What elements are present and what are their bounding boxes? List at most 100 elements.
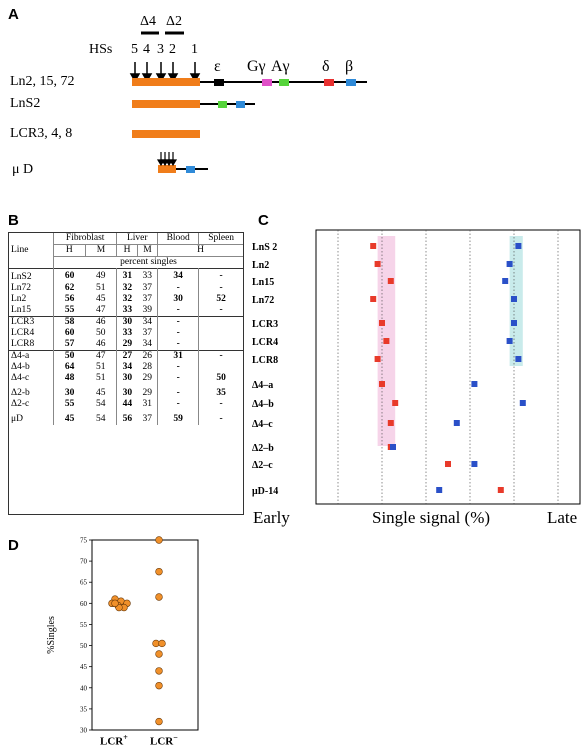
row-label: Δ4–a xyxy=(252,380,273,391)
table-cell-spleen: - xyxy=(219,305,223,315)
label-early: Early xyxy=(253,508,290,527)
table-cell-blood: 31 xyxy=(157,350,200,362)
lcr-box-4 xyxy=(158,165,176,173)
table-row: Ln15 55 47 33 39- - xyxy=(9,305,243,317)
early-marker xyxy=(374,356,381,362)
late-marker xyxy=(390,444,396,450)
y-tick-label: 70 xyxy=(80,558,88,566)
th-units: percent singles xyxy=(120,257,177,267)
table-cell-lM: 37 xyxy=(137,410,159,425)
lcr-minus-sup: − xyxy=(173,733,178,742)
lcr-minus-point xyxy=(155,717,163,726)
table-cell-lM: 34 xyxy=(137,316,159,328)
table-cell-blood: 34 xyxy=(157,268,200,283)
lcr-minus-point xyxy=(155,567,163,576)
table-cell-lM: 39 xyxy=(137,305,159,317)
delta4-label: Δ4 xyxy=(140,14,157,29)
table-cell-blood: - xyxy=(157,362,200,373)
early-marker xyxy=(379,381,385,387)
lcr-plus-text: LCR xyxy=(100,735,124,748)
plot-frame xyxy=(315,229,581,505)
g-gamma-box xyxy=(262,79,272,86)
early-marker xyxy=(445,461,451,467)
late-marker xyxy=(453,420,460,426)
label-late: Late xyxy=(547,508,578,527)
y-tick-label: 65 xyxy=(80,579,88,587)
table-cell-blood: 59 xyxy=(157,410,200,425)
th-sub: M xyxy=(85,244,118,257)
early-marker xyxy=(374,261,381,267)
table-cell-lH: 34 xyxy=(122,362,133,372)
construct-lns2: LnS2 xyxy=(10,96,41,111)
row-label: LCR8 xyxy=(252,355,278,366)
panel-b-letter: B xyxy=(8,212,19,229)
hs-3: 3 xyxy=(157,42,164,57)
table-cell-spleen: 52 xyxy=(216,294,226,304)
table-cell-line: Δ4-a xyxy=(9,350,54,362)
table-cell-spleen xyxy=(199,328,243,339)
table-cell-blood: - xyxy=(157,283,200,294)
table-cell-line: Δ2-b xyxy=(9,384,54,399)
table-cell-fM: 46 xyxy=(85,339,118,351)
table-cell-lM: 37 xyxy=(137,328,159,339)
panel-a-diagram xyxy=(129,31,367,173)
table-cell-line: Ln15 xyxy=(9,305,54,317)
table-cell-fH: 55 xyxy=(64,399,75,409)
table-cell-spleen: 35 xyxy=(216,388,226,398)
table-cell-fM: 51 xyxy=(85,373,118,384)
table-cell-fH: 57 xyxy=(64,339,75,349)
beta-box xyxy=(346,79,356,86)
y-tick-label: 40 xyxy=(80,684,88,692)
table-cell-lM: 29 xyxy=(137,384,159,399)
table-cell-fM: 51 xyxy=(85,283,118,294)
table-cell-line: LCR4 xyxy=(9,328,54,339)
panel-b-table: Line Fibroblast Liver Blood Spleen H M H… xyxy=(8,232,244,515)
hs-4: 4 xyxy=(143,42,150,57)
row-label: Δ2–c xyxy=(252,460,273,471)
table-cell-line: LnS2 xyxy=(9,268,54,283)
lcr-minus-point xyxy=(155,650,163,658)
table-cell-spleen xyxy=(199,362,243,373)
th-spleen: Spleen xyxy=(208,233,235,243)
y-tick-label: 45 xyxy=(80,663,88,671)
table-cell-fH: 48 xyxy=(64,373,75,383)
table-cell-fH: 60 xyxy=(64,270,75,281)
th-sub: H xyxy=(116,244,138,257)
panel-d-chart: 30 35 40 45 50 55 60 65 70 75 %Singles xyxy=(46,536,199,735)
plot-frame xyxy=(91,539,199,731)
table-cell-fH: 55 xyxy=(64,305,75,315)
table-cell-lH: 33 xyxy=(122,305,133,315)
early-marker xyxy=(497,487,504,493)
table-cell-line: Δ4-b xyxy=(9,362,54,373)
table-cell-line: Ln2 xyxy=(9,294,54,305)
table-cell-fH: 60 xyxy=(64,328,75,338)
construct-ln: Ln2, 15, 72 xyxy=(10,74,75,89)
table-cell-lM: 28 xyxy=(137,362,159,373)
table-cell-line: LCR3 xyxy=(9,316,54,328)
table-cell-lH: 30 xyxy=(122,317,133,327)
hs-5: 5 xyxy=(131,42,138,57)
th-fibroblast: Fibroblast xyxy=(53,233,118,245)
a-gamma-box xyxy=(279,79,289,86)
table-cell-spleen: - xyxy=(219,283,223,293)
lcr-box-2 xyxy=(132,100,200,108)
table-row: LCR3 58 46 30 34- xyxy=(9,316,243,329)
th-sub: H xyxy=(197,245,204,255)
row-label: Ln2 xyxy=(252,260,269,271)
hs-2: 2 xyxy=(169,42,176,57)
row-label: Ln72 xyxy=(252,295,274,306)
row-label: μD-14 xyxy=(252,486,278,497)
hs-arrows xyxy=(129,62,201,83)
table-cell-fH: 56 xyxy=(64,294,75,304)
table-cell-blood: - xyxy=(157,328,200,339)
late-marker xyxy=(515,243,522,249)
hss-label: HSs xyxy=(89,42,113,57)
table-cell-fM: 54 xyxy=(85,410,118,425)
th-sub: H xyxy=(53,244,86,257)
row-label: LCR3 xyxy=(252,319,278,330)
early-marker xyxy=(370,296,377,302)
table-row: LCR8 57 46 29 34- xyxy=(9,339,243,351)
row-label: Δ4–c xyxy=(252,419,273,430)
table-cell-spleen xyxy=(199,317,243,329)
delta2-label: Δ2 xyxy=(166,14,183,29)
